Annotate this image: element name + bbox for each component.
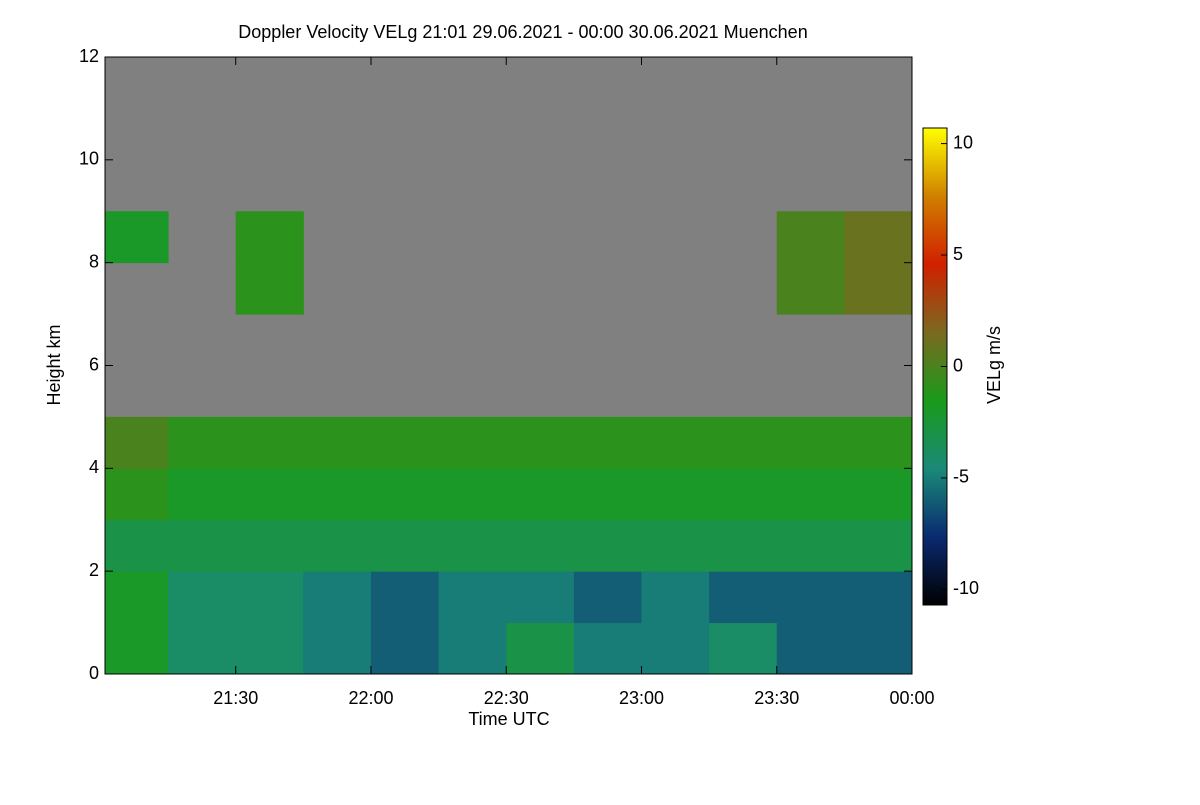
heat-cell (844, 211, 912, 264)
heat-cell (168, 571, 237, 624)
colorbar-tick-label: 5 (953, 244, 963, 264)
heat-cell (303, 519, 372, 572)
heat-cell (438, 622, 507, 674)
heat-cell (844, 468, 912, 521)
x-tick-label: 00:00 (889, 688, 934, 708)
y-tick-label: 12 (79, 46, 99, 66)
x-tick-label: 22:30 (484, 688, 529, 708)
x-tick-label: 22:00 (348, 688, 393, 708)
heat-cell (573, 416, 642, 469)
heat-cell (776, 211, 845, 264)
heat-cell (844, 416, 912, 469)
heat-cell (105, 571, 169, 624)
plot-area (105, 57, 912, 674)
heat-cell (235, 262, 304, 315)
heat-cell (776, 571, 845, 624)
x-tick-label: 23:00 (619, 688, 664, 708)
y-tick-label: 8 (89, 251, 99, 271)
heat-cell (168, 622, 237, 674)
heat-cell (844, 622, 912, 674)
heat-cell (506, 519, 575, 572)
y-tick-label: 0 (89, 663, 99, 683)
heat-cell (235, 571, 304, 624)
chart-title: Doppler Velocity VELg 21:01 29.06.2021 -… (238, 22, 807, 42)
heat-cell (438, 571, 507, 624)
x-tick-label: 23:30 (754, 688, 799, 708)
heat-cell (370, 571, 440, 624)
heat-cell (776, 622, 845, 674)
heat-cell (641, 571, 710, 624)
heat-cell (709, 571, 778, 624)
heat-cell (506, 571, 575, 624)
heat-cell (438, 416, 507, 469)
heat-cell (506, 622, 575, 674)
x-tick-label: 21:30 (213, 688, 258, 708)
colorbar-label: VELg m/s (984, 326, 1004, 404)
heat-cell (105, 468, 169, 521)
heat-cell (573, 622, 642, 674)
heat-cell (105, 519, 169, 572)
heat-cell (168, 416, 237, 469)
colorbar-tick-label: -5 (953, 467, 969, 487)
heat-cell (573, 519, 642, 572)
x-axis-label: Time UTC (468, 709, 549, 729)
y-tick-label: 4 (89, 457, 99, 477)
heat-cell (641, 622, 710, 674)
heat-cell (641, 416, 710, 469)
heat-cell (506, 416, 575, 469)
heat-cell (235, 211, 304, 264)
heat-cell (844, 571, 912, 624)
heat-cell (235, 416, 304, 469)
heat-cell (370, 468, 440, 521)
heat-cell (370, 622, 440, 674)
colorbar-tick-label: 10 (953, 132, 973, 152)
heat-cell (776, 519, 845, 572)
heat-cell (506, 468, 575, 521)
y-tick-label: 2 (89, 560, 99, 580)
heat-cell (776, 262, 845, 315)
heat-cell (105, 622, 169, 674)
heat-cell (709, 519, 778, 572)
heat-cell (709, 622, 778, 674)
y-tick-label: 10 (79, 149, 99, 169)
heat-cell (303, 416, 372, 469)
heat-cell (641, 519, 710, 572)
y-tick-label: 6 (89, 354, 99, 374)
colorbar-tick-label: -10 (953, 578, 979, 598)
heat-cell (105, 211, 169, 264)
heat-cell (235, 519, 304, 572)
heat-cell (844, 262, 912, 315)
heat-cell (370, 416, 440, 469)
heat-cell (573, 468, 642, 521)
colorbar-tick-label: 0 (953, 355, 963, 375)
heat-cell (303, 468, 372, 521)
heat-cell (168, 468, 237, 521)
heat-cell (709, 468, 778, 521)
heat-cell (709, 416, 778, 469)
heat-cell (844, 519, 912, 572)
heat-cell (168, 519, 237, 572)
heat-cell (235, 468, 304, 521)
heat-cell (105, 416, 169, 469)
heat-cell (438, 519, 507, 572)
heat-cell (776, 416, 845, 469)
heat-cell (438, 468, 507, 521)
y-axis-label: Height km (44, 324, 64, 405)
heat-cell (303, 571, 372, 624)
heat-cell (776, 468, 845, 521)
heat-cell (235, 622, 304, 674)
heat-cell (573, 571, 642, 624)
heat-cell (370, 519, 440, 572)
heat-cell (303, 622, 372, 674)
heat-cell (641, 468, 710, 521)
